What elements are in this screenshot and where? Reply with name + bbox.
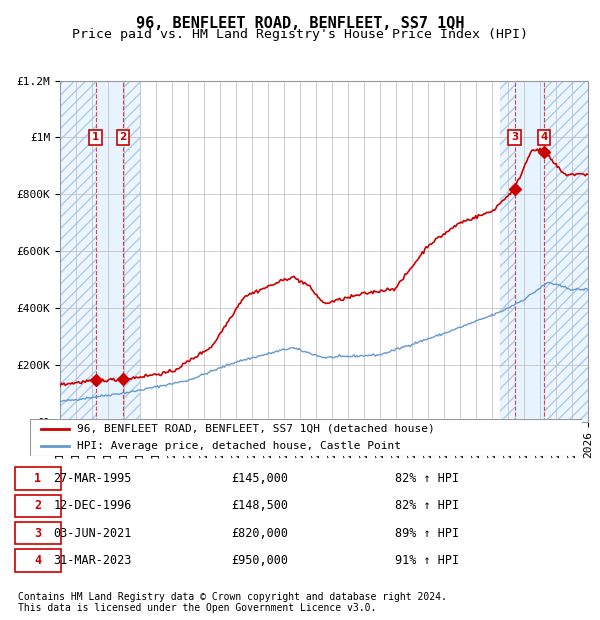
Bar — [123, 81, 140, 422]
Text: 2: 2 — [119, 133, 127, 143]
Bar — [515, 81, 544, 422]
Bar — [544, 81, 588, 422]
Bar — [60, 81, 95, 422]
Text: £950,000: £950,000 — [231, 554, 288, 567]
Bar — [95, 81, 123, 422]
Text: 4: 4 — [541, 133, 548, 143]
Bar — [500, 81, 515, 422]
FancyBboxPatch shape — [15, 495, 61, 517]
Text: 1: 1 — [34, 472, 41, 485]
Bar — [60, 81, 95, 422]
Text: 82% ↑ HPI: 82% ↑ HPI — [395, 472, 459, 485]
Text: 2: 2 — [34, 500, 41, 512]
Text: Price paid vs. HM Land Registry's House Price Index (HPI): Price paid vs. HM Land Registry's House … — [72, 28, 528, 41]
Text: HPI: Average price, detached house, Castle Point: HPI: Average price, detached house, Cast… — [77, 441, 401, 451]
FancyBboxPatch shape — [15, 549, 61, 572]
Text: 12-DEC-1996: 12-DEC-1996 — [53, 500, 132, 512]
Text: 27-MAR-1995: 27-MAR-1995 — [53, 472, 132, 485]
Bar — [544, 81, 588, 422]
Bar — [123, 81, 140, 422]
FancyBboxPatch shape — [15, 467, 61, 490]
Text: £145,000: £145,000 — [231, 472, 288, 485]
Text: 31-MAR-2023: 31-MAR-2023 — [53, 554, 132, 567]
Text: 4: 4 — [34, 554, 41, 567]
Text: £820,000: £820,000 — [231, 527, 288, 539]
Text: 82% ↑ HPI: 82% ↑ HPI — [395, 500, 459, 512]
Text: 89% ↑ HPI: 89% ↑ HPI — [395, 527, 459, 539]
Text: 03-JUN-2021: 03-JUN-2021 — [53, 527, 132, 539]
Text: 96, BENFLEET ROAD, BENFLEET, SS7 1QH: 96, BENFLEET ROAD, BENFLEET, SS7 1QH — [136, 16, 464, 30]
FancyBboxPatch shape — [30, 418, 582, 456]
Text: Contains HM Land Registry data © Crown copyright and database right 2024.
This d: Contains HM Land Registry data © Crown c… — [18, 591, 446, 613]
Text: 1: 1 — [92, 133, 100, 143]
FancyBboxPatch shape — [15, 522, 61, 544]
Text: 91% ↑ HPI: 91% ↑ HPI — [395, 554, 459, 567]
Text: £148,500: £148,500 — [231, 500, 288, 512]
Text: 3: 3 — [34, 527, 41, 539]
Text: 3: 3 — [511, 133, 518, 143]
Bar — [500, 81, 515, 422]
Text: 96, BENFLEET ROAD, BENFLEET, SS7 1QH (detached house): 96, BENFLEET ROAD, BENFLEET, SS7 1QH (de… — [77, 424, 434, 434]
